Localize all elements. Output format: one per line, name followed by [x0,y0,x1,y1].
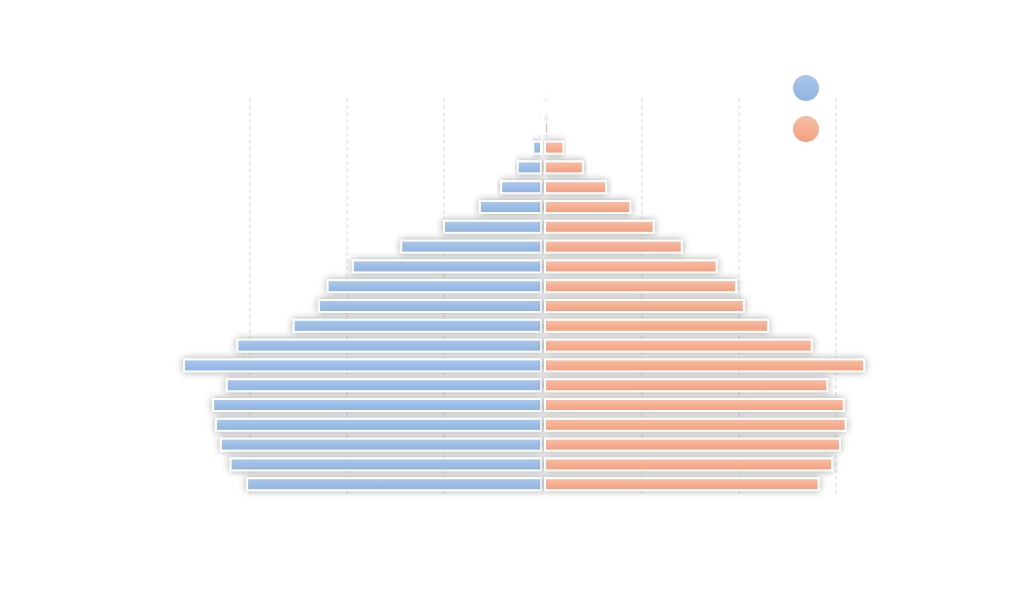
legend [793,75,819,142]
bar-left [326,279,542,294]
bar-left [500,180,543,195]
bar-left [183,358,542,373]
bar-left [539,120,542,135]
bar-left [292,318,542,333]
bar-left [539,101,542,115]
bar-right [544,378,829,393]
bar-left [516,160,542,175]
bar-right [544,457,834,472]
bar-left [400,239,542,254]
bar-left [212,398,542,412]
gridlines [249,98,837,495]
bar-left [236,338,542,353]
bar-right [544,120,549,135]
bar-right [544,437,841,452]
bars [183,101,866,492]
bar-left [532,140,542,155]
bar-left [225,378,542,393]
bar-left [246,477,542,492]
legend-marker-right [793,116,819,142]
bar-right [544,299,745,313]
legend-marker-left [793,75,819,101]
bar-right [544,180,608,195]
bar-right [544,417,847,432]
bar-right [544,338,813,353]
bar-right [544,477,820,492]
bar-right [544,259,718,274]
bar-right [544,219,655,234]
bar-left [229,457,542,472]
bar-right [544,200,632,214]
bar-left [219,437,542,452]
bar-right [544,239,683,254]
bar-right [544,318,770,333]
bar-right [544,101,548,115]
bar-right [544,358,866,373]
bar-left [351,259,542,274]
bar-left [215,417,543,432]
bar-left [478,200,543,214]
bar-left [443,219,542,234]
bar-right [544,398,845,412]
bar-right [544,279,738,294]
bar-right [544,160,584,175]
bar-left [317,299,542,313]
bar-right [544,140,565,155]
